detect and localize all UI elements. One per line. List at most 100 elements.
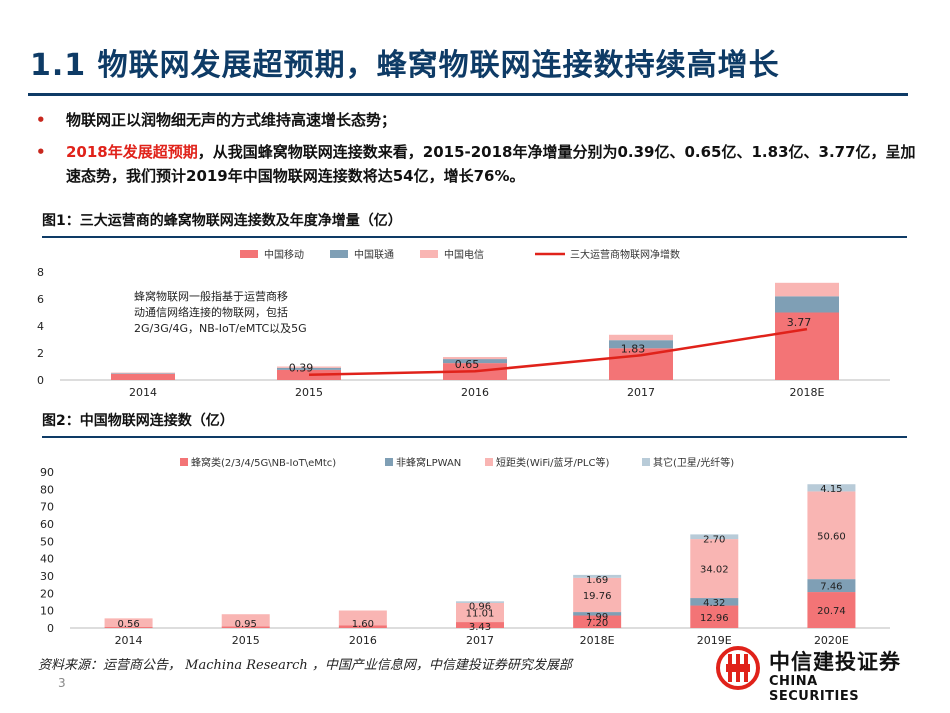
y-tick-label: 20 bbox=[40, 587, 54, 600]
page-number: 3 bbox=[58, 676, 66, 690]
source-note: 资料来源：运营商公告， Machina Research ，中国产业信息网，中信… bbox=[38, 658, 572, 673]
figure1-chart: 0 2 4 6 8 2014 2015 2016 2017 2018E 0.39 0.65 1.83 3.… bbox=[37, 248, 890, 398]
legend-label: 非蜂窝LPWAN bbox=[396, 456, 461, 469]
annotation-text: 动通信网络连接的物联网，包括 bbox=[134, 305, 288, 319]
y-tick-label: 50 bbox=[40, 535, 54, 548]
bar-segment bbox=[775, 282, 839, 297]
page-title: 1.1 物联网发展超预期，蜂窝物联网连接数持续高增长 bbox=[30, 48, 780, 83]
legend-label: 三大运营商物联网净增数 bbox=[570, 248, 680, 261]
y-tick-label: 30 bbox=[40, 570, 54, 583]
bar-segment bbox=[456, 602, 504, 623]
x-tick-label: 2020E bbox=[814, 634, 849, 647]
bar-data-label: 20.74 bbox=[817, 606, 846, 617]
annotation-text: 蜂窝物联网一般指基于运营商移 bbox=[134, 289, 288, 303]
logo-text-cn: 中信建投证券 bbox=[769, 650, 901, 674]
legend-label: 其它(卫星/光纤等) bbox=[653, 456, 734, 469]
bar-segment bbox=[609, 340, 673, 349]
bullet-item-2: • 2018年发展超预期，从我国蜂窝物联网连接数来看，2015-2018年净增量… bbox=[36, 140, 916, 188]
bar-segment bbox=[443, 359, 507, 364]
line-data-label: 1.83 bbox=[621, 342, 646, 355]
legend-swatch bbox=[485, 458, 493, 466]
bullet-list: • 物联网正以润物细无声的方式维持高速增长态势； • 2018年发展超预期，从我… bbox=[36, 108, 916, 196]
bar-data-label: 4.32 bbox=[703, 598, 725, 609]
y-tick-label: 8 bbox=[37, 266, 44, 279]
bar-segment bbox=[338, 610, 387, 626]
x-tick-label: 2016 bbox=[461, 386, 489, 398]
x-tick-label: 2016 bbox=[349, 634, 377, 647]
y-tick-label: 2 bbox=[37, 347, 44, 360]
bar-segment bbox=[775, 296, 839, 313]
bar-segment bbox=[775, 312, 839, 380]
legend-swatch bbox=[420, 250, 438, 258]
legend-label: 中国移动 bbox=[264, 248, 304, 261]
bar-data-label: 2.70 bbox=[703, 534, 725, 545]
x-tick-label: 2017 bbox=[466, 634, 494, 647]
figure1-divider bbox=[42, 236, 907, 238]
y-tick-label: 0 bbox=[37, 374, 44, 387]
bar-data-label: 50.60 bbox=[817, 531, 846, 542]
x-tick-label: 2014 bbox=[129, 386, 157, 398]
bar-segment bbox=[573, 615, 622, 628]
y-tick-label: 40 bbox=[40, 553, 54, 566]
bar-segment bbox=[690, 534, 739, 540]
x-tick-label: 2018E bbox=[790, 386, 825, 398]
bar-segment bbox=[104, 618, 153, 628]
bar-segment bbox=[277, 369, 341, 380]
bar-segment bbox=[807, 491, 856, 580]
figure2-divider bbox=[42, 436, 907, 438]
bar-segment bbox=[690, 605, 739, 628]
y-tick-label: 4 bbox=[37, 320, 44, 333]
bar-data-label: 0.96 bbox=[469, 601, 491, 612]
y-tick-label: 70 bbox=[40, 501, 54, 514]
bullet-highlight: 2018年发展超预期 bbox=[66, 143, 198, 161]
bar-segment bbox=[690, 598, 739, 606]
legend-swatch bbox=[330, 250, 348, 258]
bar-segment bbox=[573, 612, 622, 616]
bullet-dot: • bbox=[36, 111, 46, 129]
bar-segment bbox=[456, 622, 504, 628]
bar-segment bbox=[111, 372, 175, 374]
company-logo: 中信建投证券 CHINA SECURITIES bbox=[712, 644, 912, 704]
bar-segment bbox=[573, 577, 622, 613]
line-data-label: 0.65 bbox=[455, 358, 480, 371]
bar-data-label: 1.60 bbox=[352, 619, 374, 630]
bar-segment bbox=[807, 579, 856, 593]
net-increase-line bbox=[308, 327, 808, 376]
x-tick-label: 2015 bbox=[232, 634, 260, 647]
x-tick-label: 2018E bbox=[580, 634, 615, 647]
bar-data-label: 19.76 bbox=[583, 591, 612, 602]
bullet-text-2: ，从我国蜂窝物联网连接数来看，2015-2018年净增量分别为0.39亿、0.6… bbox=[66, 143, 916, 185]
china-securities-logo-icon bbox=[716, 646, 760, 690]
bar-segment bbox=[807, 592, 856, 628]
y-tick-label: 10 bbox=[40, 605, 54, 618]
bullet-item-1: • 物联网正以润物细无声的方式维持高速增长态势； bbox=[36, 108, 916, 132]
legend-label: 短距类(WiFi/蓝牙/PLC等) bbox=[496, 456, 609, 469]
bar-data-label: 7.46 bbox=[820, 582, 842, 593]
x-tick-label: 2017 bbox=[627, 386, 655, 398]
figure1-title: 图1：三大运营商的蜂窝物联网连接数及年度净增量（亿） bbox=[42, 213, 402, 229]
legend-swatch bbox=[240, 250, 258, 258]
bar-segment bbox=[609, 334, 673, 341]
line-data-label: 3.77 bbox=[787, 316, 812, 329]
y-tick-label: 0 bbox=[47, 622, 54, 635]
bar-segment bbox=[111, 373, 175, 380]
bar-data-label: 1.69 bbox=[586, 575, 608, 586]
bar-segment bbox=[573, 574, 622, 578]
x-tick-label: 2014 bbox=[115, 634, 143, 647]
x-tick-label: 2015 bbox=[295, 386, 323, 398]
annotation-text: 2G/3G/4G，NB-IoT/eMTC以及5G bbox=[134, 322, 307, 335]
bar-segment bbox=[221, 614, 270, 627]
legend-swatch bbox=[385, 458, 393, 466]
legend-label: 中国电信 bbox=[444, 248, 484, 261]
y-tick-label: 60 bbox=[40, 518, 54, 531]
legend-label: 蜂窝类(2/3/4/5G\NB-IoT\eMtc) bbox=[191, 456, 336, 469]
bar-data-label: 4.15 bbox=[820, 484, 842, 495]
title-divider bbox=[28, 93, 908, 96]
y-tick-label: 90 bbox=[40, 466, 54, 479]
bar-data-label: 11.01 bbox=[466, 609, 495, 620]
logo-text-en: CHINA SECURITIES bbox=[769, 674, 860, 704]
bar-segment bbox=[277, 366, 341, 368]
bar-data-label: 3.43 bbox=[469, 622, 491, 633]
bar-data-label: 0.56 bbox=[117, 619, 139, 630]
legend-label: 中国联通 bbox=[354, 248, 394, 261]
